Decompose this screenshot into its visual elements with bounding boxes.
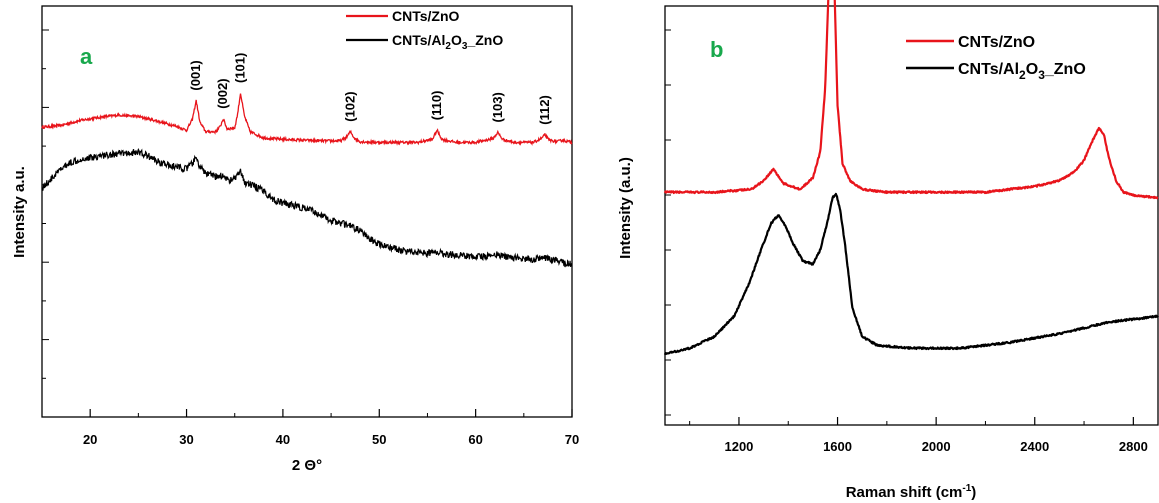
panel-a-xrd-chart: 20 30 40 50 60 70 (001) (002)(101) (102) (110) (1… [11, 5, 579, 474]
panel-a-x-tick-label: 40 [276, 432, 290, 447]
panel-b-plot-frame [664, 5, 1159, 426]
panel-b-letter: b [710, 37, 723, 62]
panel-b-x-tick-label: 2400 [1020, 439, 1049, 454]
panel-a-x-tick-label: 30 [179, 432, 193, 447]
peak-label: (001) [188, 60, 203, 90]
panel-a-plot-frame [41, 5, 573, 418]
panel-b-series-line-cnts-zno [663, 0, 1159, 200]
panel-a-x-tick-label: 70 [565, 432, 579, 447]
legend-label-cnts-zno: CNTs/ZnO [392, 8, 460, 24]
peak-label: (102) [342, 91, 357, 121]
panel-b-x-axis-title: Raman shift (cm-1) [846, 483, 977, 501]
panel-a-series-line-cnts-al2o3-zno [41, 147, 573, 268]
legend-label-cnts-al2o3-zno: CNTs/Al2O3_ZnO [392, 32, 503, 52]
panel-b-raman-chart: 1200 1600 2000 2400 2800 b CNTs/ZnO CNTs/Al2… [617, 0, 1159, 501]
panel-a-letter: a [80, 44, 93, 69]
panel-b-x-tick-label: 2000 [922, 439, 951, 454]
legend-b-label-cnts-zno: CNTs/ZnO [958, 34, 1035, 51]
panel-b-x-ticks: 1200 1600 2000 2400 2800 [665, 29, 1148, 454]
legend-b-label-cnts-al2o3-zno: CNTs/Al2O3_ZnO [958, 61, 1086, 82]
panel-b-x-tick-label: 1200 [724, 439, 753, 454]
panel-a-x-tick-label: 20 [83, 432, 97, 447]
panel-a-x-tick-label: 60 [468, 432, 482, 447]
panel-b-series-line-cnts-al2o3-zno [663, 192, 1159, 356]
panel-a-peak-labels: (001) (002)(101) (102) (110) (103) (112) [188, 53, 552, 125]
panel-b-legend: CNTs/ZnO CNTs/Al2O3_ZnO [906, 34, 1086, 82]
peak-label: (101) [233, 53, 248, 83]
panel-b-x-tick-label: 2800 [1119, 439, 1148, 454]
panel-a-y-axis-title: Intensity a.u. [11, 166, 28, 258]
panel-b-y-axis-title: Intensity (a.u.) [617, 157, 634, 259]
panel-b-series-lines [663, 0, 1159, 356]
peak-label: (103) [490, 92, 505, 122]
peak-label: (110) [429, 91, 444, 121]
panel-a-x-axis-title: 2 Θ° [292, 457, 322, 474]
peak-label: (112) [537, 95, 552, 125]
panel-a-series-line-cnts-zno [41, 93, 573, 147]
panel-a-x-ticks: 20 30 40 50 60 70 [41, 29, 579, 447]
panel-b-x-tick-label: 1600 [823, 439, 852, 454]
panel-a-series-lines [41, 93, 573, 268]
panel-a-x-tick-label: 50 [372, 432, 386, 447]
panel-a-legend: CNTs/ZnO CNTs/Al2O3_ZnO [346, 8, 503, 52]
peak-label: (002) [215, 78, 230, 108]
